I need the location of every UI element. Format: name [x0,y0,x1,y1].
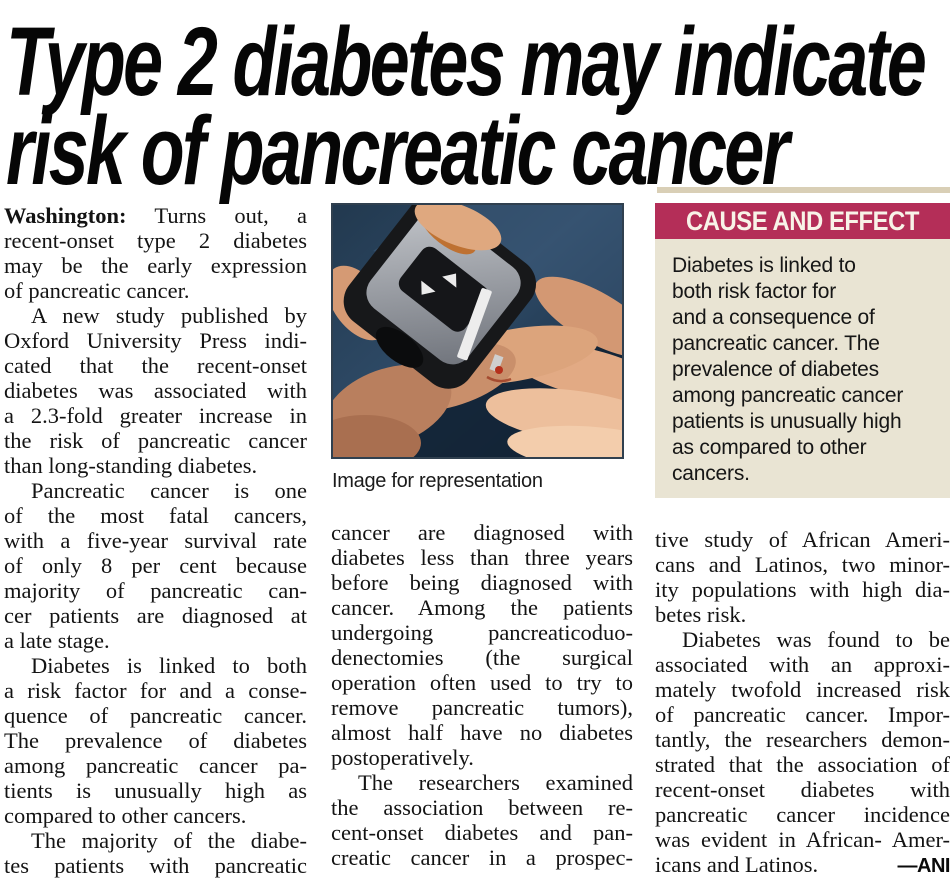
article-text-line: tantly, the researchers demon- [655,727,950,752]
infobox-text-line: and a consequence of [672,306,875,329]
article-text-line: remove pancreatic tumors), [331,695,633,720]
dateline: Washington: [4,203,127,228]
article-text-line: cancer are diagnosed with [331,520,633,545]
infobox-text-line: both risk factor for [672,280,837,303]
article-text-line: of only 8 per cent because [4,553,307,578]
article-text-line: cent-onset diabetes and pan- [331,820,633,845]
article-text-line: mately twofold increased risk [655,677,950,702]
article-text-line: A new study published by [31,303,307,328]
column-right-text: tive study of African Ameri-cans and Lat… [655,527,951,879]
column-middle-text: cancer are diagnosed with diabetes less t… [331,520,633,870]
article-text-line: cancer. Among the patients [331,595,633,620]
article-text-line: associated with an approxi- [655,652,950,677]
article-text-line: postoperatively. [331,745,474,770]
article-text-line: diabetes was associated with [4,378,307,403]
article-columns: Washington: Turns out, a recent-onset typ… [4,203,951,879]
article-text-line: was evident in African- Amer- [655,827,950,852]
article-text-line: of the most fatal cancers, [4,503,307,528]
article-text-line: a 2.3-fold greater increase in [4,403,307,428]
article-text-line: among pancreatic cancer pa- [4,753,307,778]
column-right: CAUSE AND EFFECT Diabetes is linked to bo… [655,203,951,879]
article-text-line: of pancreatic cancer. [4,278,190,303]
infobox-text-line: Diabetes is linked to [672,254,856,277]
article-text-line: Pancreatic cancer is one [31,478,307,503]
decorative-strip [657,187,950,193]
agency-credit: —ANI [897,855,951,877]
cause-and-effect-infobox: CAUSE AND EFFECT Diabetes is linked to bo… [655,203,950,498]
article-headline: Type 2 diabetes may indicate risk of pan… [6,0,952,205]
infobox-header: CAUSE AND EFFECT [655,203,950,239]
article-text-line: denectomies (the surgical [331,645,633,670]
article-text-line: may be the early expression [4,253,307,278]
article-text-line: tients is unusually high as [4,778,307,803]
article-text-line: pancreatic cancer incidence [655,802,950,827]
article-text-line: The majority of the diabe- [31,828,307,853]
article-text-line: Washington: Turns out, a [4,203,307,228]
infobox-text-line: patients is unusually high [672,410,902,433]
article-text-line: recent-onset diabetes with [655,777,950,802]
infobox-text-line: prevalence of diabetes [672,358,879,381]
article-text-line: the association between re- [331,795,633,820]
article-text-line: majority of pancreatic can- [4,578,307,603]
article-text-line: Diabetes was found to be [682,627,950,652]
infobox-text-line: among pancreatic cancer [672,384,904,407]
article-text-line: cated that the recent-onset [4,353,307,378]
article-text-line: quence of pancreatic cancer. [4,703,307,728]
article-text-line: than long-standing diabetes. [4,453,258,478]
article-text-line: icans and Latinos. —ANI [655,852,951,879]
headline-line-2: risk of pancreatic cancer [6,96,790,205]
article-text-line: with a five-year survival rate [4,528,307,553]
article-text-line: undergoing pancreaticoduo- [331,620,633,645]
headline-line-1: Type 2 diabetes may indicate [6,7,927,116]
article-text-line: cer patients are diagnosed at [4,603,307,628]
article-photo [331,203,624,459]
article-text-line: a risk factor for and a conse- [4,678,307,703]
article-text-line: tes patients with pancreatic [4,853,307,878]
article-text-line: The prevalence of diabetes [4,728,307,753]
infobox-text-line: pancreatic cancer. The [672,332,880,355]
article-text-line: cans and Latinos, two minor- [655,552,950,577]
photo-caption: Image for representation [332,470,543,492]
article-text-line: strated that the association of [655,752,950,777]
article-text-line: recent-onset type 2 diabetes [4,228,307,253]
article-text-line: the risk of pancreatic cancer [4,428,307,453]
article-text-line: ity populations with high dia- [655,577,950,602]
infobox-title: CAUSE AND EFFECT [685,205,920,236]
infobox-text-line: cancers. [672,462,750,485]
column-left: Washington: Turns out, a recent-onset typ… [4,203,307,879]
article-text-line: Oxford University Press indi- [4,328,307,353]
column-middle: Image for representation cancer are diag… [331,203,633,879]
article-text-line: compared to other cancers. [4,803,247,828]
article-text-line: almost half have no diabetes [331,720,633,745]
article-text: icans and Latinos. [655,852,819,877]
article-text-line: operation often used to try to [331,670,633,695]
article-text-line: Diabetes is linked to both [31,653,307,678]
infobox-body: Diabetes is linked to both risk factor fo… [655,239,950,498]
article-text-line: The researchers examined [358,770,633,795]
article-text-line: of pancreatic cancer. Impor- [655,702,950,727]
article-text-line: a late stage. [4,628,110,653]
infobox-text-line: as compared to other [672,436,867,459]
article-text-line: creatic cancer in a prospec- [331,845,633,870]
article-text-line: diabetes less than three years [331,545,633,570]
article-text-line: tive study of African Ameri- [655,527,950,552]
glucose-test-photo-illustration [333,205,622,457]
article-text-line: betes risk. [655,602,747,627]
article-text-line: before being diagnosed with [331,570,633,595]
